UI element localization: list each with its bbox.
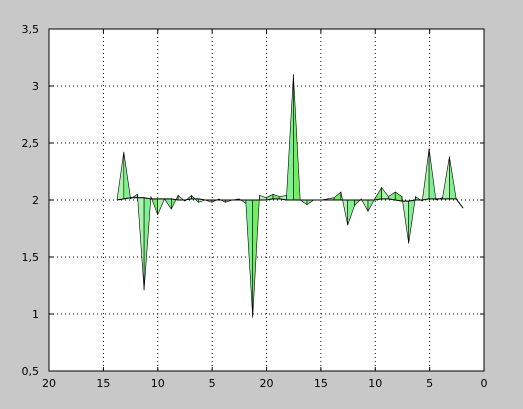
y-tick-label: 2,5 <box>22 137 40 150</box>
x-tick-label: 5 <box>426 377 433 390</box>
y-tick-label: 2 <box>32 194 39 207</box>
x-tick-label: 0 <box>481 377 488 390</box>
x-tick-label: 10 <box>368 377 382 390</box>
grid-horizontal-lines <box>49 85 484 315</box>
baseline-trace-line <box>116 197 464 209</box>
x-tick-label: 15 <box>96 377 110 390</box>
y-tick-label: 3 <box>32 80 39 93</box>
y-axis-ticks: 0,5 1 1,5 2 2,5 3 3,5 <box>22 23 484 378</box>
y-tick-label: 1 <box>32 308 39 321</box>
x-tick-label: 10 <box>151 377 165 390</box>
x-tick-label: 15 <box>314 377 328 390</box>
x-tick-label: 20 <box>42 377 56 390</box>
x-axis-ticks: 20 15 10 5 20 15 10 5 0 <box>42 29 488 390</box>
y-tick-label: 3,5 <box>22 23 40 36</box>
x-tick-label: 5 <box>209 377 216 390</box>
x-tick-label: 20 <box>260 377 274 390</box>
y-tick-label: 0,5 <box>22 365 40 378</box>
y-tick-label: 1,5 <box>22 251 40 264</box>
